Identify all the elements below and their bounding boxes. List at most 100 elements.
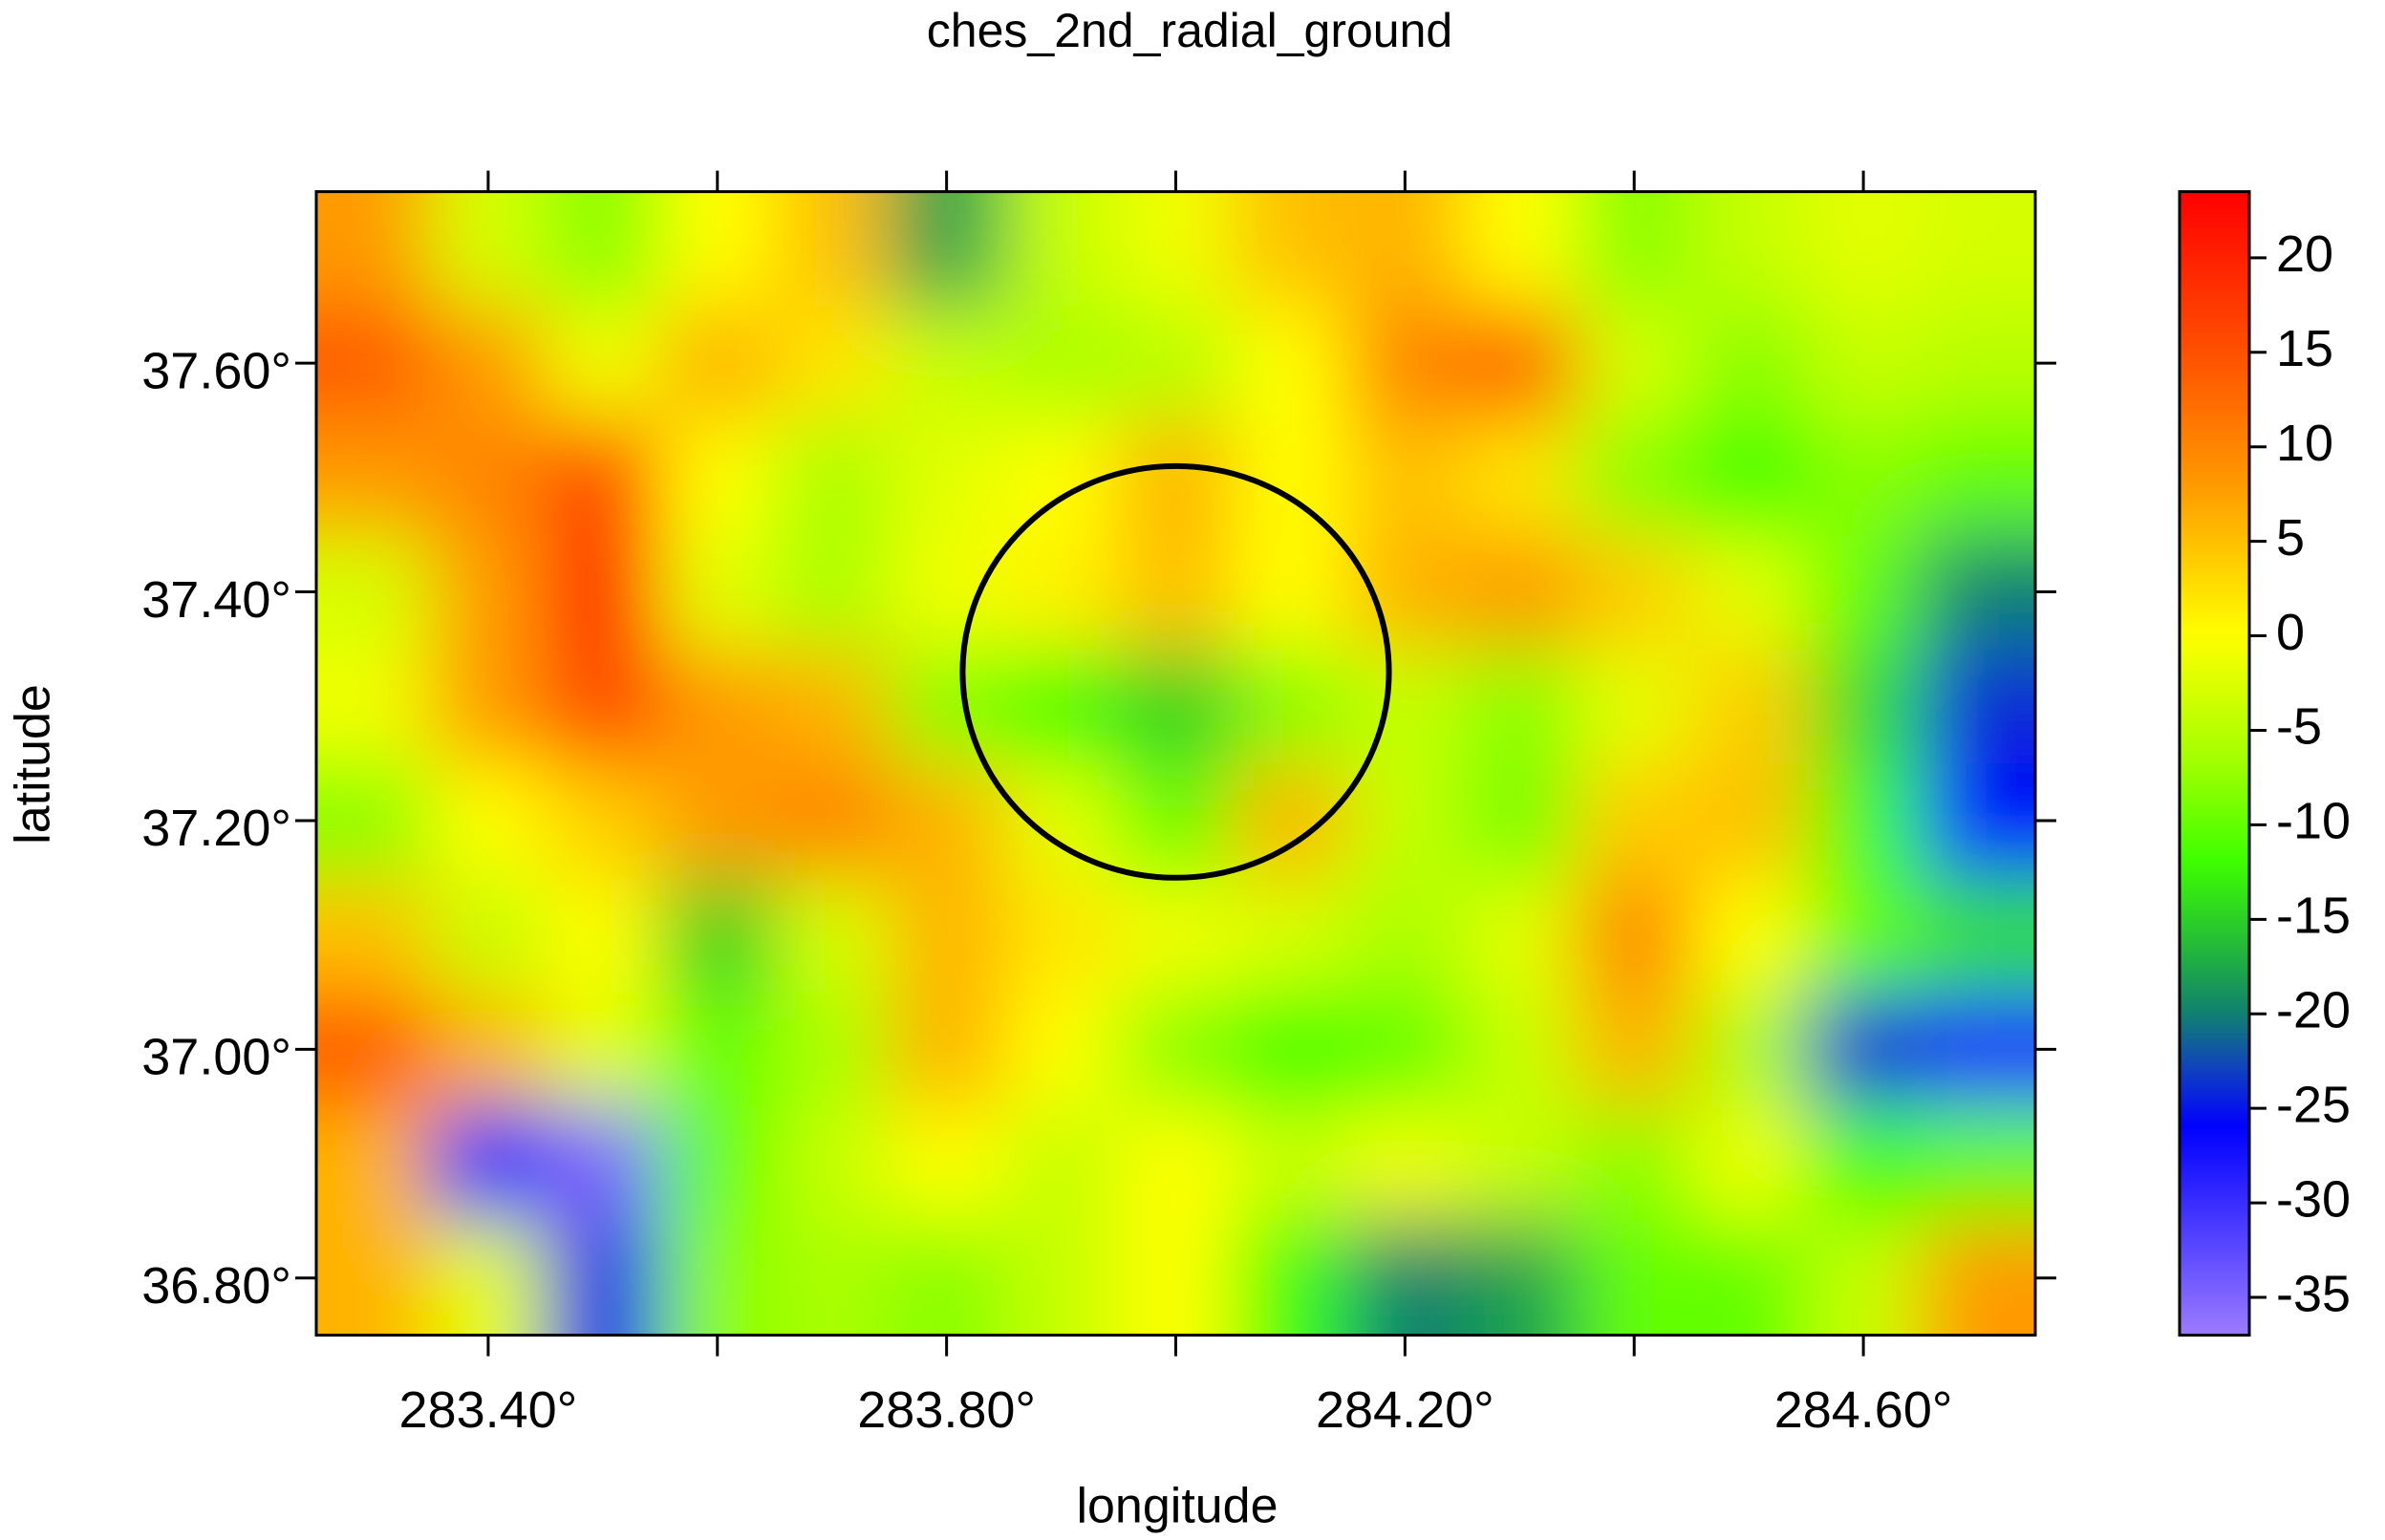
- heatmap-cell: [1347, 191, 1464, 308]
- heatmap-cell: [1921, 763, 2035, 879]
- heatmap-cell: [545, 992, 661, 1108]
- heatmap-cell: [1233, 649, 1349, 765]
- heatmap-cell: [1003, 306, 1120, 421]
- heatmap-cell: [1921, 877, 2035, 994]
- heatmap-cell: [1118, 877, 1235, 994]
- heatmap-cell: [889, 649, 1005, 765]
- heatmap-cell: [316, 763, 432, 879]
- heatmap-cell: [1118, 1220, 1235, 1336]
- x-tick-label: 283.40°: [399, 1381, 578, 1439]
- heatmap-cell: [889, 877, 1005, 994]
- y-tick-label: 37.20°: [141, 800, 291, 857]
- heatmap-cell: [1233, 1106, 1349, 1222]
- heatmap-cell: [316, 877, 432, 994]
- heatmap-cell: [774, 420, 891, 536]
- heatmap-cell: [1347, 992, 1464, 1108]
- heatmap-cell: [659, 420, 776, 536]
- heatmap-cell: [1577, 534, 1693, 651]
- heatmap-cell: [1577, 191, 1693, 308]
- heatmap-cell: [1691, 763, 1808, 879]
- heatmap-cell: [1577, 1220, 1693, 1336]
- heatmap-cell: [1233, 992, 1349, 1108]
- heatmap-cell: [1347, 877, 1464, 994]
- y-tick-label: 36.80°: [141, 1257, 291, 1315]
- heatmap-cell: [1462, 191, 1579, 308]
- x-tick-label: 284.20°: [1316, 1381, 1494, 1439]
- heatmap-cell: [545, 763, 661, 879]
- heatmap-cell: [430, 1106, 547, 1222]
- colorbar-tick-label: 20: [2276, 225, 2333, 283]
- heatmap-cell: [1003, 534, 1120, 651]
- heatmap-cell: [1347, 1220, 1464, 1336]
- heatmap-cell: [889, 306, 1005, 421]
- heatmap-cell: [1233, 1220, 1349, 1336]
- heatmap-cell: [316, 534, 432, 651]
- heatmap-cell: [1462, 763, 1579, 879]
- heatmap-cell: [1691, 649, 1808, 765]
- heatmap-cell: [430, 763, 547, 879]
- colorbar-tick-label: -5: [2276, 698, 2322, 756]
- heatmap-cell: [1462, 306, 1579, 421]
- heatmap-cell: [545, 877, 661, 994]
- heatmap-cell: [1462, 992, 1579, 1108]
- heatmap-cell: [659, 534, 776, 651]
- circle-annotation: [959, 462, 1392, 881]
- heatmap-cell: [545, 534, 661, 651]
- heatmap-cell: [1233, 534, 1349, 651]
- heatmap-cell: [1806, 534, 1923, 651]
- overlay: 283.40° 283.80° 284.20° 284.60° 37.60° 37.40°…: [141, 170, 2351, 1439]
- heatmap-cell: [1921, 1106, 2035, 1222]
- heatmap-cell: [1577, 306, 1693, 421]
- heatmap-cell: [774, 1220, 891, 1336]
- colorbar-tick-label: -35: [2276, 1265, 2351, 1322]
- heatmap-cell: [1233, 877, 1349, 994]
- heatmap-cell: [1003, 877, 1120, 994]
- heatmap-cell: [430, 306, 547, 421]
- heatmap-cell: [1003, 649, 1120, 765]
- heatmap-cell: [1118, 420, 1235, 536]
- heatmap-cell: [1003, 992, 1120, 1108]
- heatmap-cell: [1118, 534, 1235, 651]
- heatmap-cell: [1921, 534, 2035, 651]
- heatmap-cell: [430, 877, 547, 994]
- colorbar-tick-label: 15: [2276, 320, 2333, 377]
- heatmap-cell: [1462, 1220, 1579, 1336]
- x-axis-label: longitude: [1076, 1479, 1278, 1534]
- colorbar: [2178, 190, 2251, 1337]
- colorbar-tick-label: 10: [2276, 415, 2333, 472]
- heatmap-cell: [430, 534, 547, 651]
- heatmap-cell: [659, 1220, 776, 1336]
- heatmap-cell: [1118, 992, 1235, 1108]
- x-tick-label: 283.80°: [857, 1381, 1036, 1439]
- heatmap-cell: [889, 763, 1005, 879]
- heatmap-cell: [1806, 420, 1923, 536]
- heatmap-cell: [1691, 191, 1808, 308]
- heatmap-cell: [659, 877, 776, 994]
- heatmap-field: [316, 191, 2035, 1336]
- heatmap-cell: [1118, 191, 1235, 308]
- heatmap-cell: [1921, 992, 2035, 1108]
- heatmap-cell: [774, 763, 891, 879]
- heatmap-cell: [889, 534, 1005, 651]
- heatmap-cell: [774, 877, 891, 994]
- heatmap-cell: [1003, 191, 1120, 308]
- heatmap-cell: [1118, 763, 1235, 879]
- heatmap-cell: [774, 191, 891, 308]
- heatmap-cell: [316, 649, 432, 765]
- heatmap-cell: [1462, 534, 1579, 651]
- heatmap-cell: [1462, 877, 1579, 994]
- y-axis-label: latitude: [6, 684, 61, 845]
- heatmap-cell: [1691, 992, 1808, 1108]
- heatmap-cell: [1806, 649, 1923, 765]
- heatmap-cell: [430, 420, 547, 536]
- heatmap-cell: [1577, 877, 1693, 994]
- heatmap-cell: [889, 1106, 1005, 1222]
- heatmap-cell: [1577, 420, 1693, 536]
- heatmap-cell: [1577, 649, 1693, 765]
- heatmap-cell: [316, 191, 432, 308]
- heatmap-cell: [1921, 191, 2035, 308]
- heatmap-area: [316, 191, 2035, 1336]
- heatmap-cell: [1806, 877, 1923, 994]
- heatmap-cell: [1691, 534, 1808, 651]
